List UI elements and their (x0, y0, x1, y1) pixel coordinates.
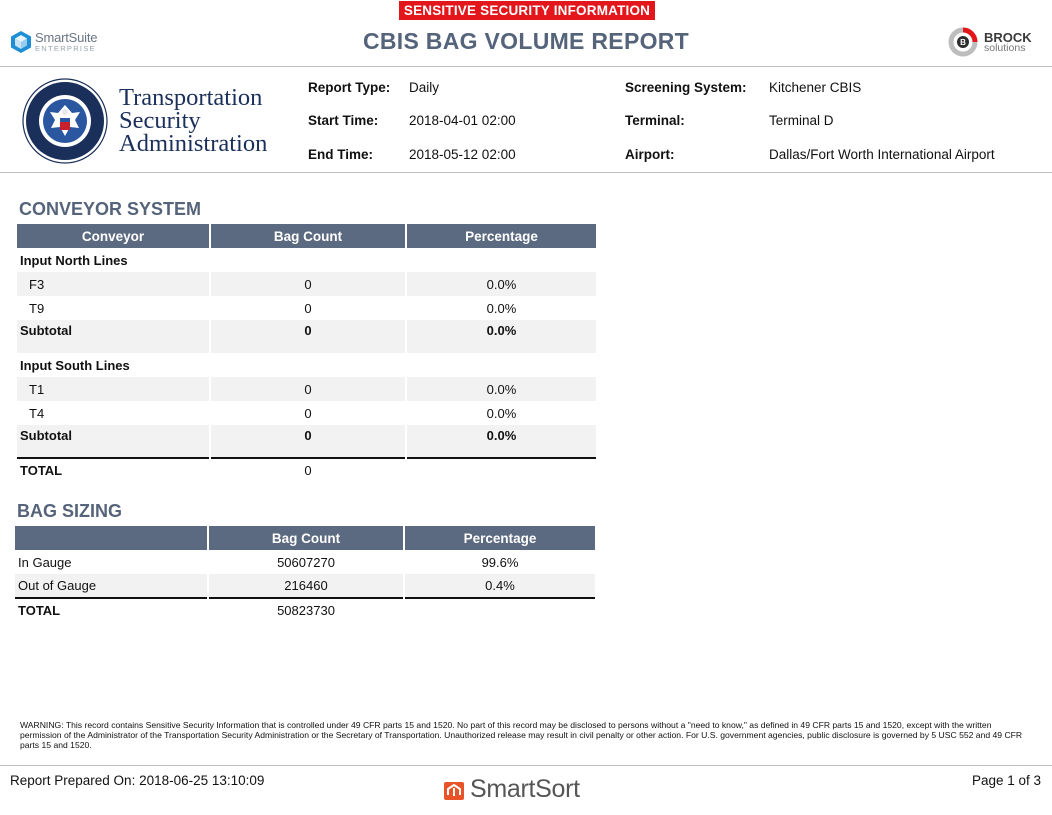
size-name: Out of Gauge (15, 574, 209, 598)
screening-system-label: Screening System: (625, 80, 747, 95)
total-count: 0 (210, 457, 407, 482)
end-time-label: End Time: (308, 147, 374, 162)
ssi-warning-text: WARNING: This record contains Sensitive … (20, 720, 1023, 750)
page-number: Page 1 of 3 (971, 773, 1041, 788)
subtotal-pct: 0.0% (406, 320, 596, 353)
start-time-label: Start Time: (308, 113, 379, 128)
end-time-value: 2018-05-12 02:00 (409, 147, 516, 162)
bag-count: 216460 (208, 574, 405, 598)
dhs-seal-icon (22, 78, 108, 164)
tsa-line-2: Security (119, 107, 201, 134)
report-title: CBIS BAG VOLUME REPORT (362, 28, 690, 54)
terminal-value: Terminal D (769, 113, 834, 128)
table-row: Out of Gauge 216460 0.4% (15, 574, 595, 598)
size-name: In Gauge (15, 550, 209, 574)
smartsuite-name: SmartSuite (35, 30, 98, 46)
conveyor-name: T4 (17, 401, 211, 425)
bag-sizing-header-row: Bag Count Percentage (15, 526, 595, 550)
report-prepared-on: Report Prepared On: 2018-06-25 13:10:09 (10, 773, 265, 788)
total-count: 50823730 (208, 597, 405, 622)
brock-mark-icon: B (948, 27, 978, 57)
col-bag-count-header: Bag Count (210, 224, 407, 248)
footer-divider (0, 765, 1052, 766)
smartsuite-logo: SmartSuite ENTERPRISE (10, 30, 98, 54)
tsa-line-3: Administration (119, 130, 268, 157)
conveyor-section-title: CONVEYOR SYSTEM (19, 199, 202, 219)
percentage: 0.0% (486, 405, 517, 421)
brock-logo: B BROCK solutions (946, 27, 1032, 57)
meta-divider (0, 172, 1052, 173)
subtotal-count: 0 (210, 425, 407, 458)
sensitive-security-banner: SENSITIVE SECURITY INFORMATION (399, 1, 655, 20)
bag-sizing-table: Bag Count Percentage In Gauge 50607270 9… (15, 526, 595, 622)
brock-sub: solutions (984, 41, 1026, 54)
subtotal-pct: 0.0% (406, 425, 596, 458)
tsa-wordmark: Transportation Security Administration (119, 84, 268, 157)
total-row: TOTAL 50823730 (15, 597, 595, 622)
bag-count: 50607270 (208, 550, 405, 574)
table-row: In Gauge 50607270 99.6% (15, 550, 595, 574)
airport-value: Dallas/Fort Worth International Airport (769, 147, 995, 162)
smartsort-logo: SmartSort (444, 775, 580, 804)
conveyor-table: Conveyor Bag Count Percentage Input Nort… (17, 224, 596, 482)
bag-count: 0 (210, 272, 407, 296)
conveyor-name: T1 (17, 377, 211, 401)
conveyor-name: F3 (17, 272, 211, 296)
percentage: 99.6% (481, 554, 519, 570)
start-time-value: 2018-04-01 02:00 (409, 113, 516, 128)
conveyor-name: T9 (17, 296, 211, 320)
subtotal-count: 0 (210, 320, 407, 353)
percentage: 0.0% (486, 300, 517, 316)
smartsort-name: SmartSort (470, 775, 580, 803)
total-label: TOTAL (15, 597, 209, 622)
col-bag-count-header: Bag Count (208, 526, 405, 550)
subtotal-label: Subtotal (17, 425, 211, 458)
smartsort-icon (444, 781, 464, 800)
table-row: F3 0 0.0% (17, 272, 596, 296)
col-percentage-header: Percentage (406, 224, 596, 248)
smartsuite-hex-icon (11, 31, 31, 53)
screening-system-value: Kitchener CBIS (769, 80, 862, 95)
smartsuite-sub: ENTERPRISE (35, 44, 96, 54)
bag-sizing-section-title: BAG SIZING (17, 501, 123, 521)
bag-count: 0 (210, 401, 407, 425)
bag-count: 0 (210, 377, 407, 401)
header-divider (0, 66, 1052, 67)
table-row: T4 0 0.0% (17, 401, 596, 425)
subtotal-row: Subtotal 0 0.0% (17, 425, 596, 458)
col-conveyor-header: Conveyor (17, 224, 211, 248)
total-row: TOTAL 0 (17, 457, 596, 482)
group-row: Input South Lines (17, 353, 596, 377)
table-row: T9 0 0.0% (17, 296, 596, 320)
percentage: 0.4% (404, 574, 595, 598)
terminal-label: Terminal: (625, 113, 685, 128)
brock-name: BROCK (984, 29, 1032, 45)
percentage: 0.0% (406, 272, 596, 296)
svg-text:B: B (960, 38, 966, 47)
group-row: Input North Lines (17, 248, 596, 272)
report-type-value: Daily (409, 80, 440, 95)
report-type-label: Report Type: (308, 80, 391, 95)
tsa-line-1: Transportation (119, 84, 263, 111)
col-percentage-header: Percentage (404, 526, 595, 550)
subtotal-label: Subtotal (17, 320, 211, 353)
table-row: T1 0 0.0% (17, 377, 596, 401)
airport-label: Airport: (625, 147, 675, 162)
col-blank-header (15, 526, 209, 550)
group-name: Input South Lines (17, 353, 211, 377)
total-label: TOTAL (17, 457, 211, 482)
group-name: Input North Lines (17, 248, 211, 272)
subtotal-row: Subtotal 0 0.0% (17, 320, 596, 353)
conveyor-header-row: Conveyor Bag Count Percentage (17, 224, 596, 248)
bag-count: 0 (210, 296, 407, 320)
percentage: 0.0% (406, 377, 596, 401)
